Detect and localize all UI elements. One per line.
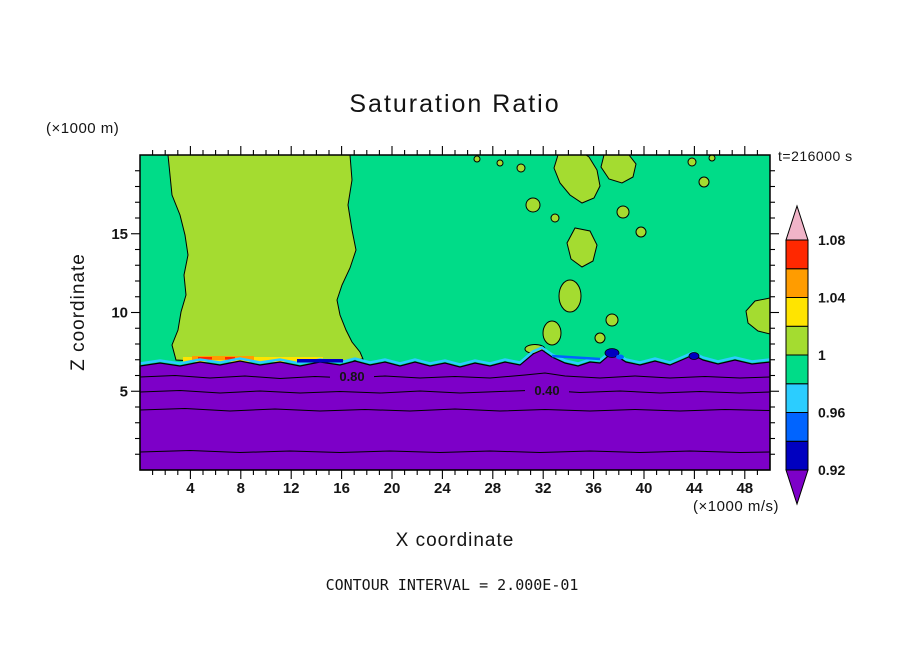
axis-ticks — [131, 146, 779, 479]
contour-label-backing — [525, 383, 569, 398]
colorbar-segment-chartreuse — [785, 325, 809, 356]
x-tick-label: 36 — [585, 480, 602, 497]
interface-cyan-strip — [139, 346, 771, 366]
colorbar-segment-yellow — [785, 297, 809, 327]
supersaturated-region-left — [167, 154, 364, 363]
y-tick-label: 5 — [120, 383, 128, 400]
interface-orange-streak — [192, 356, 254, 360]
contour-label-text: 0.80 — [339, 369, 364, 384]
contour-line-0.20 — [139, 449, 771, 454]
x-tick-label: 20 — [384, 480, 401, 497]
colorbar-above-range-arrow — [785, 204, 809, 241]
x-tick-label: 28 — [484, 480, 501, 497]
contour-label-text: 0.40 — [534, 383, 559, 398]
contour-label-040: 0.40 — [525, 383, 569, 398]
contour-line-0.40 — [139, 407, 771, 412]
cell-blob — [687, 157, 697, 167]
colorbar-label: 0.96 — [818, 405, 845, 421]
plot-title: Saturation Ratio — [349, 90, 560, 118]
x-tick-label: 8 — [237, 480, 245, 497]
colorbar-segment-red — [785, 239, 809, 270]
plot-frame — [139, 154, 771, 471]
line-contours — [139, 372, 771, 454]
colorbar-segment-green — [785, 354, 809, 385]
x-tick-label: 12 — [283, 480, 300, 497]
contour-interval-label: CONTOUR INTERVAL = 2.000E-01 — [326, 576, 579, 594]
x-tick-label: 32 — [535, 480, 552, 497]
contour-line-0.80 — [139, 372, 771, 380]
cell-blob — [525, 197, 541, 213]
x-tick-label: 44 — [686, 480, 703, 497]
y-tick-label: 10 — [111, 305, 128, 322]
y-axis-label: Z coordinate — [68, 253, 89, 371]
contour-label-080: 0.80 — [330, 369, 374, 384]
interface-navy-strip — [297, 359, 343, 363]
colorbar-below-range-arrow — [785, 469, 809, 506]
time-label: t=216000 s — [778, 148, 853, 164]
cell-blob — [473, 155, 481, 163]
y-units-label: (×1000 m) — [46, 120, 119, 137]
colorbar: 0.92 0.96 1 1.04 1.08 — [785, 204, 845, 506]
colorbar-label: 1 — [818, 347, 826, 363]
cell-blob — [605, 313, 619, 327]
interface-navy-spot — [604, 348, 620, 358]
colorbar-segment-blue — [785, 412, 809, 442]
cell-blob — [708, 154, 716, 162]
colorbar-segment-cyan — [785, 383, 809, 413]
colorbar-label: 1.04 — [818, 290, 845, 306]
colorbar-segment-navy — [785, 440, 809, 471]
interface-red-streak — [225, 357, 235, 360]
y-tick-label: 15 — [111, 226, 128, 243]
x-units-label: (×1000 m/s) — [693, 498, 779, 515]
cell-blob — [550, 213, 560, 223]
cell-blob — [558, 279, 582, 313]
cell-blob — [635, 226, 647, 238]
interface-navy-spot — [688, 352, 700, 360]
interface-blue-spot — [616, 354, 624, 360]
contour-field: 0.80 0.40 — [139, 154, 771, 471]
x-axis-label: X coordinate — [396, 530, 515, 551]
contour-line-0.60 — [139, 389, 771, 394]
cell-blob — [594, 332, 606, 344]
cell-blob — [616, 205, 630, 219]
cell-blob — [698, 176, 710, 188]
interface-blue-strip — [551, 354, 601, 361]
cell-blob — [566, 227, 598, 268]
x-tick-label: 16 — [333, 480, 350, 497]
x-tick-label: 24 — [434, 480, 451, 497]
x-tick-label: 48 — [736, 480, 753, 497]
cell-blob — [542, 320, 562, 346]
colorbar-label: 0.92 — [818, 462, 845, 478]
cell-blob — [600, 154, 637, 184]
cell-blob — [516, 163, 526, 173]
x-tick-label: 4 — [186, 480, 195, 497]
cell-blob — [496, 159, 504, 167]
cell-blob — [553, 154, 601, 204]
colorbar-segment-orange — [785, 268, 809, 298]
x-tick-label: 40 — [636, 480, 653, 497]
colorbar-label: 1.08 — [818, 232, 845, 248]
interface-red-streak — [198, 357, 212, 360]
contour-label-backing — [330, 369, 374, 384]
